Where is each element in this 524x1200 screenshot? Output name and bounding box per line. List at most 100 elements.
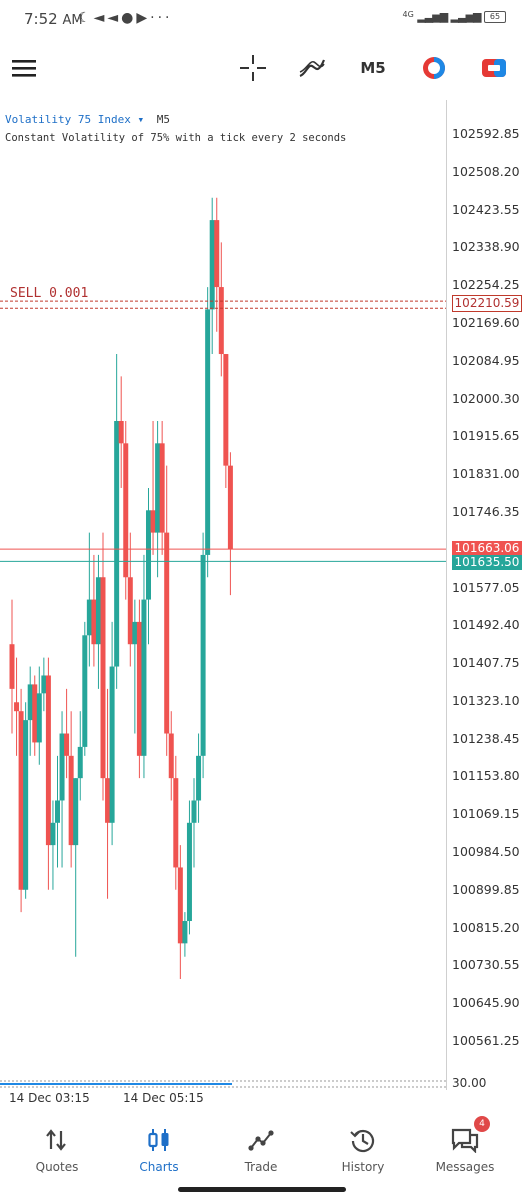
candle-down <box>9 644 15 689</box>
indicators-button[interactable] <box>296 52 328 84</box>
crosshair-button[interactable] <box>238 52 268 84</box>
candle-up <box>205 309 211 555</box>
quotes-icon <box>46 1129 66 1151</box>
timeframe-button[interactable]: M5 <box>360 59 386 77</box>
battery-icon: 65 <box>484 11 506 23</box>
new-order-icon <box>482 59 506 77</box>
nav-charts[interactable]: Charts <box>119 1124 199 1174</box>
price-tick-label: 100984.50 <box>452 844 520 860</box>
price-tick-label: 102592.85 <box>452 126 520 141</box>
sell-order-label[interactable]: SELL 0.001 <box>10 286 89 301</box>
price-tick-label: 102254.25 <box>452 277 520 293</box>
indicators-icon <box>299 59 326 78</box>
candle-up <box>109 666 115 823</box>
candle-up <box>73 778 79 846</box>
price-tick-label: 101831.00 <box>452 466 520 482</box>
price-tick-label: 100561.25 <box>452 1033 520 1048</box>
price-tick-label: 100645.90 <box>452 995 520 1011</box>
candle-down <box>223 354 229 466</box>
candle-down <box>168 733 174 779</box>
symbol-selector[interactable]: Volatility 75 Index ▾ M5 <box>5 113 170 126</box>
nav-label: Quotes <box>35 1160 79 1174</box>
candle-up <box>196 755 202 801</box>
bid-price-tag: 101635.50 <box>452 555 522 570</box>
candle-up <box>95 577 101 645</box>
price-tick-label: 101915.65 <box>452 428 520 444</box>
nav-label: Charts <box>139 1160 179 1174</box>
bottom-navigation: Quotes Charts Trade History Messages <box>0 1112 524 1200</box>
candle-up <box>191 800 197 823</box>
candle-up <box>82 635 88 747</box>
price-tick-label: 100899.85 <box>452 881 520 897</box>
nav-label: Trade <box>244 1160 278 1174</box>
candle-down <box>136 621 142 756</box>
candle-down <box>100 577 106 779</box>
candle-up <box>23 720 29 890</box>
symbol-description: Constant Volatility of 75% with a tick e… <box>5 132 347 144</box>
nav-messages[interactable]: Messages <box>425 1124 505 1174</box>
candle-up <box>209 220 215 310</box>
price-tick-label: 100730.55 <box>452 957 520 973</box>
candle-up <box>141 599 147 756</box>
chat-icon: ● <box>121 10 137 26</box>
new-order-button[interactable] <box>478 52 510 84</box>
price-tick-label: 100815.20 <box>452 919 520 935</box>
candle-up <box>155 443 161 533</box>
price-tick-label: 102338.90 <box>452 239 520 255</box>
candle-down <box>227 465 233 550</box>
candle-down <box>123 443 129 578</box>
price-tick-label: 101238.45 <box>452 730 520 746</box>
time-label: 14 Dec 05:15 <box>123 1091 204 1105</box>
candle-down <box>159 443 165 533</box>
youtube-icon: ▶ <box>136 10 151 26</box>
candle-up <box>50 822 56 846</box>
one-click-trading-icon <box>423 57 445 79</box>
ask-price-tag: 101663.06 <box>452 541 522 556</box>
candle-down <box>64 733 70 756</box>
candle-up <box>77 746 83 779</box>
candle-down <box>32 684 38 743</box>
candle-down <box>18 711 24 890</box>
time-label: 14 Dec 03:15 <box>9 1091 90 1105</box>
nav-label: History <box>341 1160 385 1174</box>
candle-up <box>86 599 92 636</box>
candle-up <box>186 822 192 922</box>
telegram-icon: ◄ <box>93 10 108 26</box>
candle-down <box>214 220 220 288</box>
price-tick-label: 101746.35 <box>452 503 520 519</box>
price-tick-label: 101407.75 <box>452 655 520 671</box>
menu-button[interactable] <box>10 52 38 84</box>
candle-down <box>164 532 170 734</box>
price-tick-label: 102000.30 <box>452 390 520 406</box>
messages-badge: 4 <box>474 1116 490 1132</box>
candle-down <box>173 778 179 868</box>
price-tick-label: 102508.20 <box>452 163 520 179</box>
candle-down <box>105 778 111 823</box>
price-tick-label: 102084.95 <box>452 352 520 368</box>
candle-up <box>36 693 42 743</box>
signal-icon: ▂▃▅▆ <box>417 10 448 23</box>
candle-up <box>132 621 138 645</box>
one-click-trading-button[interactable] <box>418 52 450 84</box>
nav-label: Messages <box>435 1160 495 1174</box>
more-icon: ··· <box>150 10 173 26</box>
nav-quotes[interactable]: Quotes <box>17 1124 97 1174</box>
candlestick-chart[interactable] <box>0 100 446 1090</box>
candle-down <box>127 577 133 645</box>
hamburger-icon <box>12 60 36 77</box>
price-tick-label: 101153.80 <box>452 768 520 784</box>
price-tick-label: 101492.40 <box>452 617 520 633</box>
candle-up <box>114 420 120 667</box>
candle-down <box>14 702 20 712</box>
network-type: 4G <box>402 10 414 19</box>
candle-down <box>150 510 156 533</box>
home-indicator[interactable] <box>178 1187 346 1192</box>
nav-trade[interactable]: Trade <box>221 1124 301 1174</box>
candle-up <box>55 800 60 823</box>
telegram-icon: ◄ <box>107 10 122 26</box>
price-tick-label: 102423.55 <box>452 201 520 217</box>
price-tick-label: 101069.15 <box>452 806 520 822</box>
nav-history[interactable]: History <box>323 1124 403 1174</box>
candle-down <box>177 867 183 944</box>
candle-down <box>218 287 224 355</box>
